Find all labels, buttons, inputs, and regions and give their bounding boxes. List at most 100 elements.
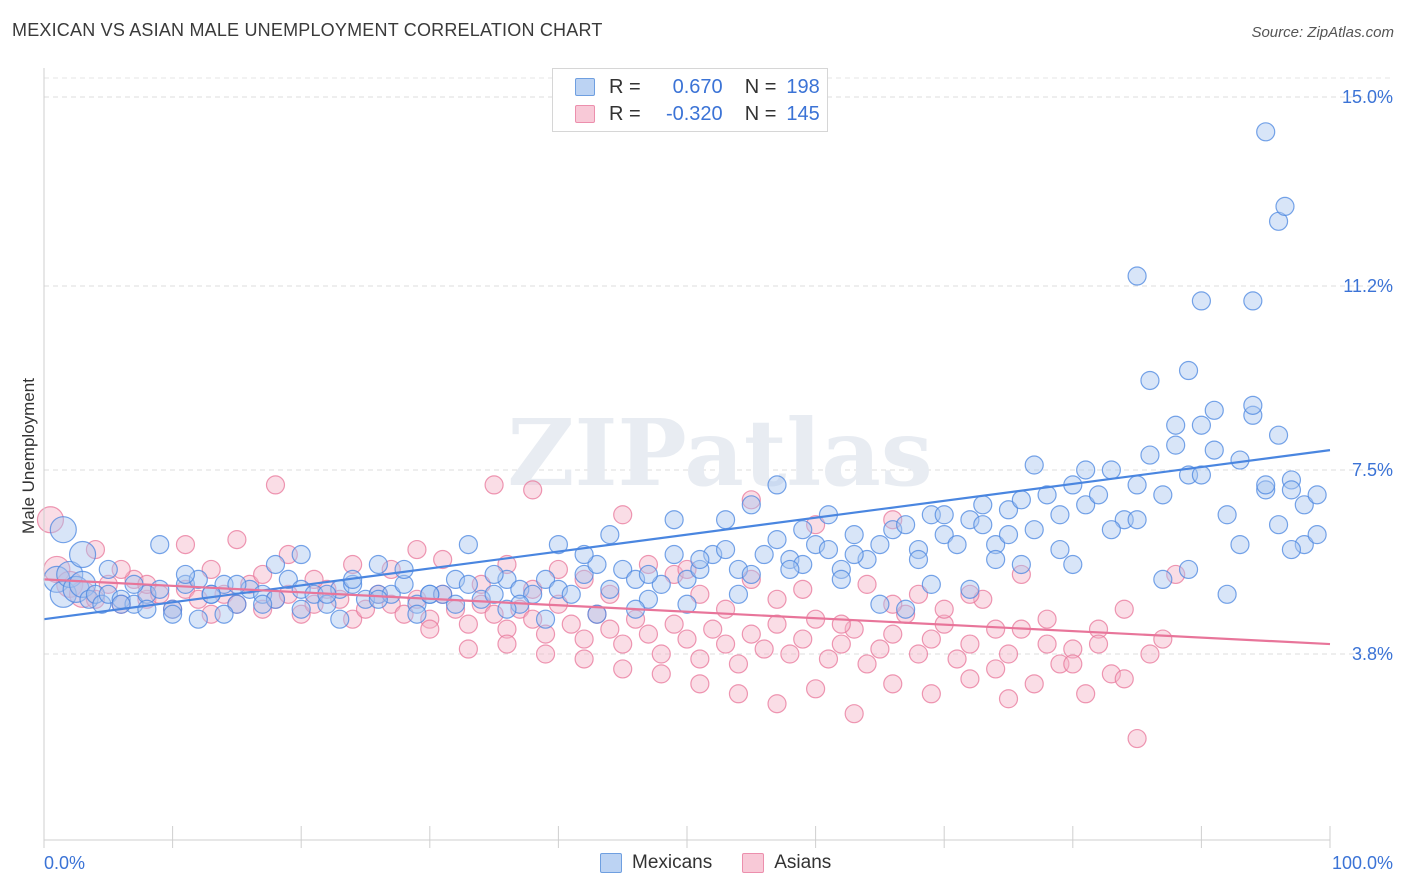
point-mexicans [587, 604, 607, 624]
point-mexicans [831, 569, 851, 590]
point-mexicans [548, 534, 569, 555]
point-asians [1114, 669, 1134, 689]
point-asians [98, 574, 118, 594]
point-asians [433, 549, 453, 570]
point-asians [613, 505, 633, 525]
y-axis-label: Male Unemployment [19, 378, 38, 534]
point-mexicans [870, 534, 890, 555]
point-asians [574, 569, 594, 590]
point-mexicans [690, 549, 710, 570]
point-asians [741, 624, 761, 644]
point-mexicans [1307, 525, 1327, 545]
point-mexicans [561, 584, 581, 604]
point-asians [973, 589, 993, 609]
x-tick-label-max: 100.0% [1332, 853, 1393, 873]
point-mexicans [690, 559, 710, 580]
point-mexicans [896, 515, 916, 535]
point-mexicans [638, 564, 659, 585]
point-mexicans [934, 505, 954, 525]
point-mexicans [844, 544, 864, 565]
point-mexicans [163, 604, 183, 624]
point-mexicans [857, 549, 877, 570]
point-mexicans [227, 574, 247, 594]
point-mexicans [291, 544, 311, 565]
point-asians [754, 639, 774, 659]
legend-item-mexicans[interactable]: Mexicans [600, 852, 712, 874]
point-asians [265, 475, 286, 495]
point-asians [960, 584, 980, 604]
point-mexicans [973, 495, 993, 515]
point-asians [883, 624, 903, 644]
point-mexicans [1281, 539, 1302, 560]
point-asians [1127, 728, 1147, 749]
point-asians [1063, 654, 1083, 674]
point-mexicans [587, 554, 607, 575]
point-mexicans [1166, 415, 1186, 435]
point-mexicans [960, 579, 980, 599]
mexicans-swatch [575, 78, 595, 96]
point-asians [613, 659, 633, 679]
r-value: 0.670 [672, 75, 723, 98]
point-mexicans [175, 574, 196, 594]
point-asians [484, 475, 504, 495]
point-mexicans [651, 574, 671, 594]
point-mexicans [137, 599, 157, 619]
point-asians [1114, 599, 1134, 619]
point-asians [728, 654, 749, 674]
point-mexicans [497, 599, 517, 619]
point-mexicans [227, 594, 247, 614]
point-mexicans [445, 569, 466, 590]
point-mexicans [715, 510, 736, 530]
point-mexicans [883, 520, 903, 540]
point-asians [201, 559, 221, 580]
asians-swatch [575, 105, 595, 123]
point-mexicans [1294, 495, 1314, 515]
point-mexicans [741, 564, 761, 585]
point-mexicans [1063, 554, 1083, 575]
series-legend: Mexicans Asians [600, 852, 861, 874]
point-asians [947, 649, 967, 669]
point-asians [291, 604, 311, 624]
point-asians [343, 554, 363, 575]
point-mexicans [1243, 291, 1263, 311]
point-mexicans [638, 589, 659, 609]
point-asians [677, 629, 697, 649]
point-asians [793, 579, 813, 599]
n-value: 198 [786, 75, 820, 98]
point-asians [638, 554, 659, 575]
point-mexicans [947, 534, 967, 555]
point-asians [741, 490, 761, 510]
legend-label: Asians [774, 852, 832, 873]
point-mexicans [471, 589, 491, 609]
point-asians [960, 669, 980, 689]
point-mexicans [793, 520, 813, 540]
point-mexicans [986, 534, 1006, 555]
point-mexicans [265, 554, 286, 575]
y-tick-label: 7.5% [1352, 460, 1393, 480]
point-mexicans [458, 534, 478, 555]
point-mexicans [79, 589, 99, 609]
point-mexicans [1268, 425, 1289, 445]
chart-title: MEXICAN VS ASIAN MALE UNEMPLOYMENT CORRE… [12, 20, 603, 40]
point-asians [1153, 629, 1173, 649]
point-mexicans [188, 609, 208, 629]
stats-legend: R = 0.670 N = 198 R = -0.320 N = 145 [552, 68, 828, 132]
point-asians [175, 534, 196, 555]
point-asians [1076, 684, 1096, 704]
point-mexicans [98, 584, 118, 604]
point-mexicans [1191, 291, 1212, 311]
point-asians [831, 614, 851, 634]
point-mexicans [68, 540, 97, 569]
point-asians [1037, 609, 1057, 629]
point-mexicans [407, 604, 427, 624]
point-asians [355, 599, 376, 619]
point-mexicans [600, 579, 620, 599]
point-asians [921, 684, 941, 704]
point-asians [561, 614, 581, 634]
legend-item-asians[interactable]: Asians [742, 852, 831, 874]
point-asians [175, 579, 196, 599]
point-mexicans [780, 549, 800, 570]
point-asians [278, 584, 298, 604]
series-layer [36, 122, 1327, 749]
point-mexicans [330, 609, 350, 629]
